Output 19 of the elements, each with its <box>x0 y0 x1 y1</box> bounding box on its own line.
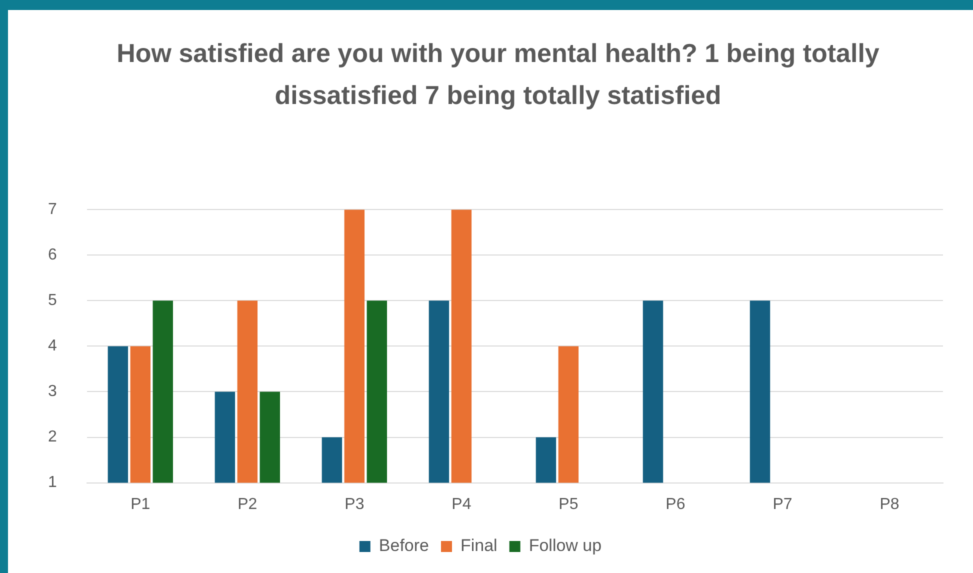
x-tick-label: P1 <box>130 496 150 513</box>
legend-label: Before <box>378 536 429 556</box>
x-tick-label: P7 <box>772 496 792 513</box>
x-tick-label: P4 <box>452 496 472 513</box>
y-tick-label: 6 <box>48 246 57 264</box>
legend-label: Follow up <box>528 536 602 556</box>
x-tick-label: P8 <box>880 496 900 513</box>
y-tick-label: 7 <box>48 201 57 218</box>
y-tick-label: 5 <box>48 292 57 310</box>
y-tick-label: 3 <box>48 383 57 400</box>
x-tick-label: P5 <box>558 496 578 513</box>
x-tick-label: P2 <box>238 496 258 513</box>
y-tick-label: 1 <box>48 474 57 492</box>
y-tick-label: 4 <box>48 338 57 355</box>
chart-title: How satisfied are you with your mental health? 1 being totally dissatisfied 7 being totally statisfied <box>116 37 880 112</box>
x-tick-label: P3 <box>344 496 364 513</box>
x-tick-label: P6 <box>666 496 686 513</box>
legend-label: Final <box>460 536 498 556</box>
y-tick-label: 2 <box>48 428 57 446</box>
